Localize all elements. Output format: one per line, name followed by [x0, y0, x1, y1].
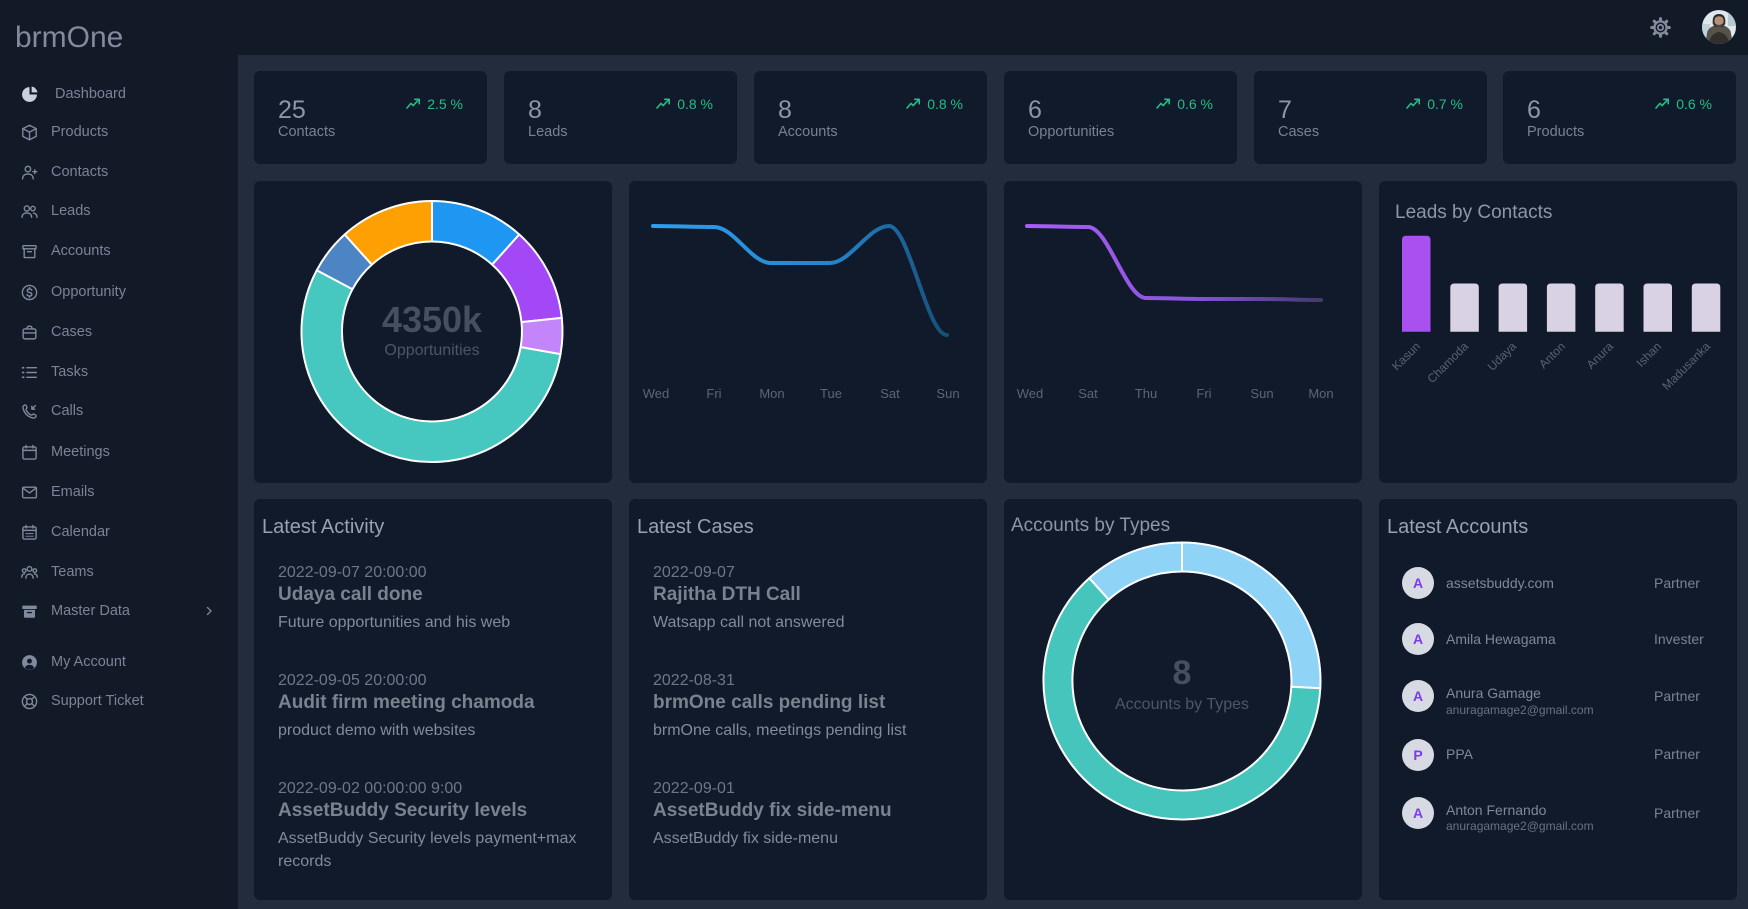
svg-text:Tue: Tue — [820, 386, 842, 401]
svg-text:Wed: Wed — [1017, 386, 1044, 401]
svg-text:8: 8 — [1173, 654, 1192, 692]
svg-text:Mon: Mon — [1308, 386, 1333, 401]
svg-text:Accounts by Types: Accounts by Types — [1115, 696, 1249, 713]
svg-text:Opportunities: Opportunities — [384, 342, 479, 359]
svg-text:Udaya: Udaya — [1485, 339, 1520, 374]
svg-text:4350k: 4350k — [382, 299, 483, 340]
svg-text:Fri: Fri — [1196, 386, 1211, 401]
svg-text:Sun: Sun — [936, 386, 959, 401]
svg-text:Anura: Anura — [1584, 339, 1617, 372]
svg-text:Thu: Thu — [1135, 386, 1157, 401]
svg-text:Mon: Mon — [759, 386, 784, 401]
svg-text:Anton: Anton — [1536, 339, 1568, 371]
svg-text:Sun: Sun — [1250, 386, 1273, 401]
svg-text:Chamoda: Chamoda — [1424, 339, 1471, 386]
svg-text:Sat: Sat — [1078, 386, 1098, 401]
svg-text:Sat: Sat — [880, 386, 900, 401]
svg-text:Fri: Fri — [706, 386, 721, 401]
svg-text:Ishan: Ishan — [1633, 339, 1664, 370]
svg-text:Madusanka: Madusanka — [1659, 339, 1713, 393]
svg-text:Kasun: Kasun — [1389, 339, 1423, 373]
svg-text:Wed: Wed — [643, 386, 670, 401]
